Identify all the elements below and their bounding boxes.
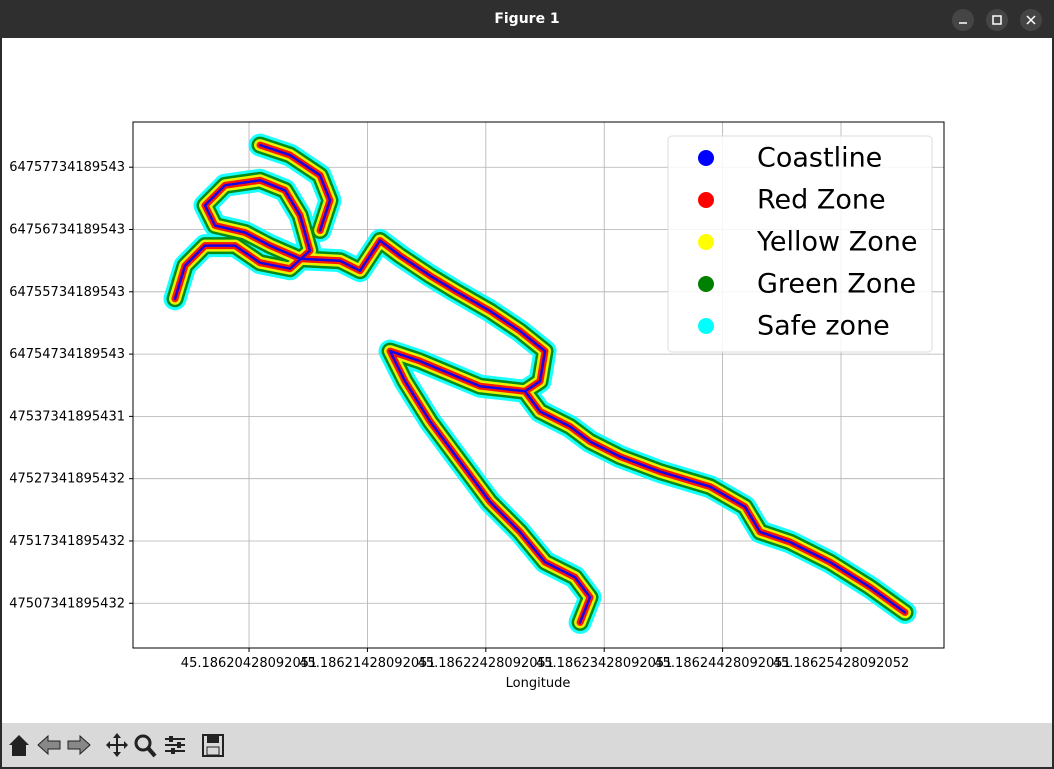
legend-label: Red Zone — [757, 185, 886, 216]
forward-button[interactable] — [66, 731, 92, 759]
x-axis-label: Longitude — [506, 676, 571, 691]
title-bar: Figure 1 — [0, 0, 1054, 38]
plot-frame — [132, 121, 945, 649]
toolbar — [2, 723, 1052, 767]
window-title: Figure 1 — [494, 11, 560, 27]
y-tick-label: 47537341895431 — [9, 409, 125, 424]
figure-canvas: Longitude 45.18620428092051 45.1862142809… — [2, 38, 1052, 723]
legend-marker — [698, 234, 714, 250]
legend-label: Coastline — [757, 143, 882, 174]
y-tick-label: 64756734189543 — [9, 223, 125, 238]
legend-marker — [698, 318, 714, 334]
legend-label: Yellow Zone — [756, 227, 917, 258]
zoom-button[interactable] — [132, 731, 158, 759]
zone-band — [173, 143, 907, 624]
y-tick-label: 47517341895432 — [9, 534, 125, 549]
x-tick-label: 45.18625428092052 — [773, 656, 909, 671]
legend-marker — [698, 276, 714, 292]
x-tick-label: 45.18624428092051 — [654, 656, 790, 671]
x-tick-label: 45.18621428092051 — [299, 656, 435, 671]
home-button[interactable] — [6, 731, 32, 759]
close-button[interactable] — [1020, 9, 1042, 31]
maximize-button[interactable] — [986, 9, 1008, 31]
configure-button[interactable] — [162, 731, 188, 759]
y-tick-label: 64757734189543 — [9, 160, 125, 175]
legend-marker — [698, 192, 714, 208]
y-tick-label: 64754734189543 — [9, 347, 125, 362]
x-tick-label: 45.18620428092051 — [181, 656, 317, 671]
x-tick-label: 45.18622428092051 — [418, 656, 554, 671]
y-tick-label: 47527341895432 — [9, 472, 125, 487]
chart: Longitude 45.1862042809205145.1862142809… — [9, 121, 945, 691]
x-tick-label: 45.18623428092051 — [536, 656, 672, 671]
legend-marker — [698, 150, 714, 166]
save-button[interactable] — [200, 731, 226, 759]
legend: Coastline Red Zone Yellow Zone Green Zone Sa… — [667, 135, 933, 353]
y-tick-label: 64755734189543 — [9, 285, 125, 300]
back-button[interactable] — [36, 731, 62, 759]
legend-label: Green Zone — [757, 269, 916, 300]
legend-box — [667, 135, 933, 353]
minimize-button[interactable] — [952, 9, 974, 31]
y-tick-label: 47507341895432 — [9, 596, 125, 611]
pan-button[interactable] — [104, 731, 130, 759]
legend-label: Safe zone — [757, 311, 890, 342]
